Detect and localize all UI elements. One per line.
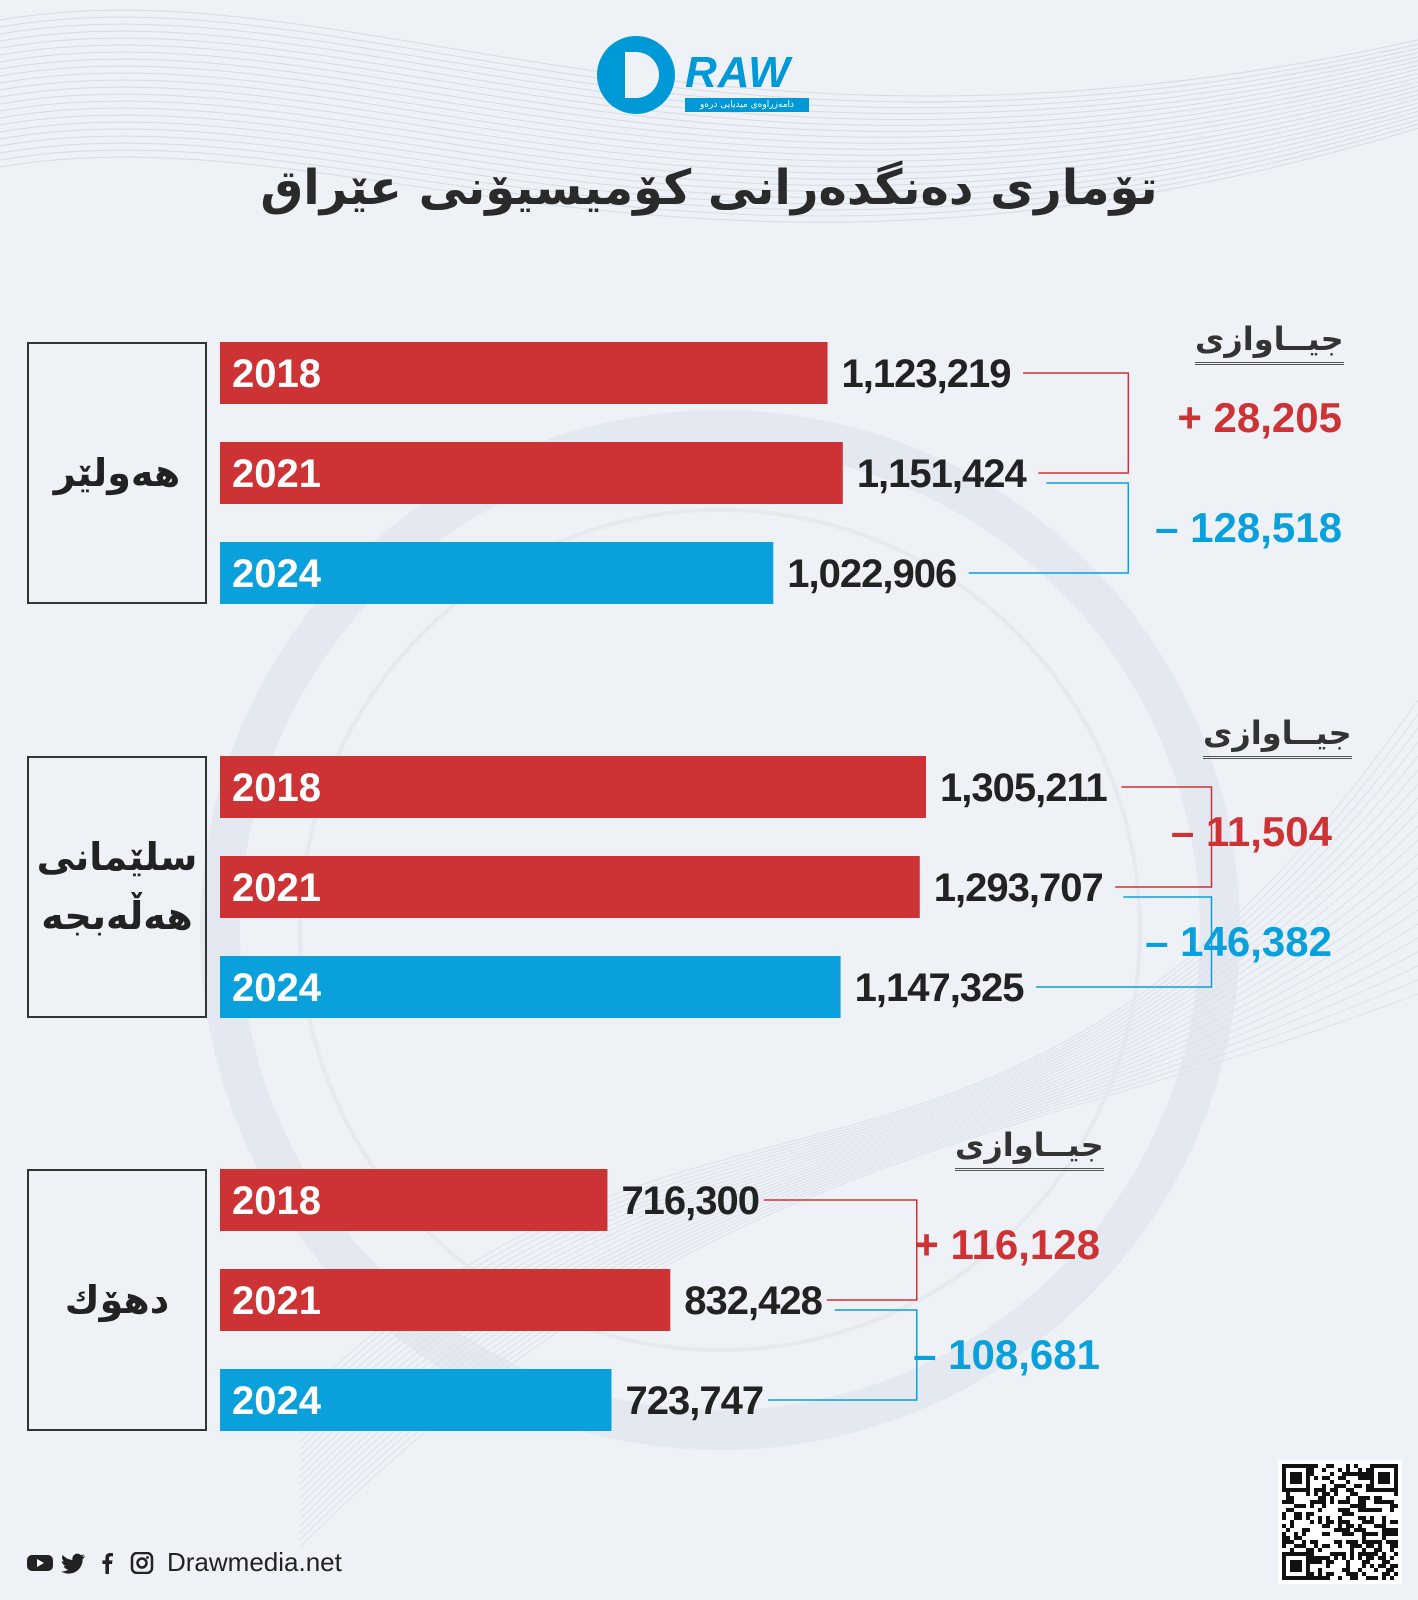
bar <box>220 856 920 918</box>
difference-value: – 146,382 <box>1145 918 1332 965</box>
logo-tagline: دامەزراوەی میدیایی درەو <box>685 98 809 112</box>
bar-value-label: 1,151,424 <box>857 452 1028 496</box>
difference-bracket-red <box>763 1199 918 1301</box>
bar <box>220 756 926 818</box>
difference-value: + 28,205 <box>1177 394 1342 441</box>
logo-word: RAW <box>685 48 791 97</box>
bar <box>220 542 774 604</box>
difference-value: – 11,504 <box>1171 808 1333 855</box>
difference-bracket-red <box>1115 786 1213 888</box>
bar <box>220 1169 608 1231</box>
logo-d-mark <box>597 36 675 114</box>
instagram-icon[interactable] <box>129 1551 155 1574</box>
bar-year-label: 2021 <box>232 866 321 910</box>
youtube-icon[interactable] <box>27 1552 53 1574</box>
difference-value: – 108,681 <box>913 1331 1100 1378</box>
bar-year-label: 2024 <box>232 966 322 1010</box>
bar-group: 2018 1,123,219 2021 1,151,424 2024 1,022,906 +… <box>220 342 1342 604</box>
bar <box>220 1269 671 1331</box>
bar-value-label: 1,022,906 <box>787 552 956 596</box>
difference-value: + 116,128 <box>914 1221 1100 1268</box>
bar-year-label: 2021 <box>232 452 321 496</box>
region-box-duhok: دهۆك <box>27 1169 207 1431</box>
bar-year-label: 2018 <box>232 766 321 810</box>
region-label: سلێمانی هەڵەبجە <box>36 835 198 938</box>
bar-year-label: 2024 <box>232 552 322 596</box>
bar-year-label: 2024 <box>232 1379 322 1423</box>
page-title: تۆماری دەنگدەرانی کۆمیسیۆنی عێراق <box>260 160 1158 216</box>
qr-code[interactable] <box>1278 1460 1402 1584</box>
difference-value: – 128,518 <box>1155 504 1342 551</box>
bar-value-label: 723,747 <box>625 1379 763 1423</box>
bar-value-label: 832,428 <box>684 1279 822 1323</box>
draw-logo: RAW دامەزراوەی میدیایی درەو <box>597 30 827 120</box>
bar-value-label: 1,147,325 <box>855 966 1025 1010</box>
bar <box>220 342 828 404</box>
bar-group: 2018 1,305,211 2021 1,293,707 2024 1,147,325 –… <box>220 756 1333 1018</box>
facebook-icon[interactable] <box>95 1552 121 1574</box>
twitter-icon[interactable] <box>61 1552 87 1574</box>
difference-heading: جیــاوازی <box>955 1126 1104 1171</box>
region-label: هەولێر <box>53 450 181 495</box>
region-box-sulaymaniyah: سلێمانی هەڵەبجە <box>27 756 207 1018</box>
difference-heading: جیــاوازی <box>1195 320 1344 365</box>
website-link[interactable]: Drawmedia.net <box>167 1547 342 1577</box>
bar <box>220 1369 612 1431</box>
bar <box>220 956 841 1018</box>
bar-year-label: 2021 <box>232 1279 321 1323</box>
bar <box>220 442 843 504</box>
difference-heading: جیــاوازی <box>1203 714 1352 759</box>
bar-group: 2018 716,300 2021 832,428 2024 723,747 + 116,1… <box>220 1169 1100 1431</box>
footer-social: Drawmedia.net <box>27 1547 342 1578</box>
region-label: دهۆك <box>64 1277 170 1322</box>
bar-value-label: 1,293,707 <box>934 866 1103 910</box>
difference-bracket-blue <box>968 482 1130 574</box>
bar-year-label: 2018 <box>232 1179 321 1223</box>
bar-value-label: 716,300 <box>621 1179 759 1223</box>
difference-bracket-blue <box>1036 896 1213 988</box>
difference-bracket-blue <box>767 1309 918 1401</box>
bar-value-label: 1,123,219 <box>842 352 1011 396</box>
bar-value-label: 1,305,211 <box>940 766 1107 810</box>
bar-year-label: 2018 <box>232 352 321 396</box>
difference-bracket-red <box>1023 372 1130 474</box>
region-box-erbil: هەولێر <box>27 342 207 604</box>
